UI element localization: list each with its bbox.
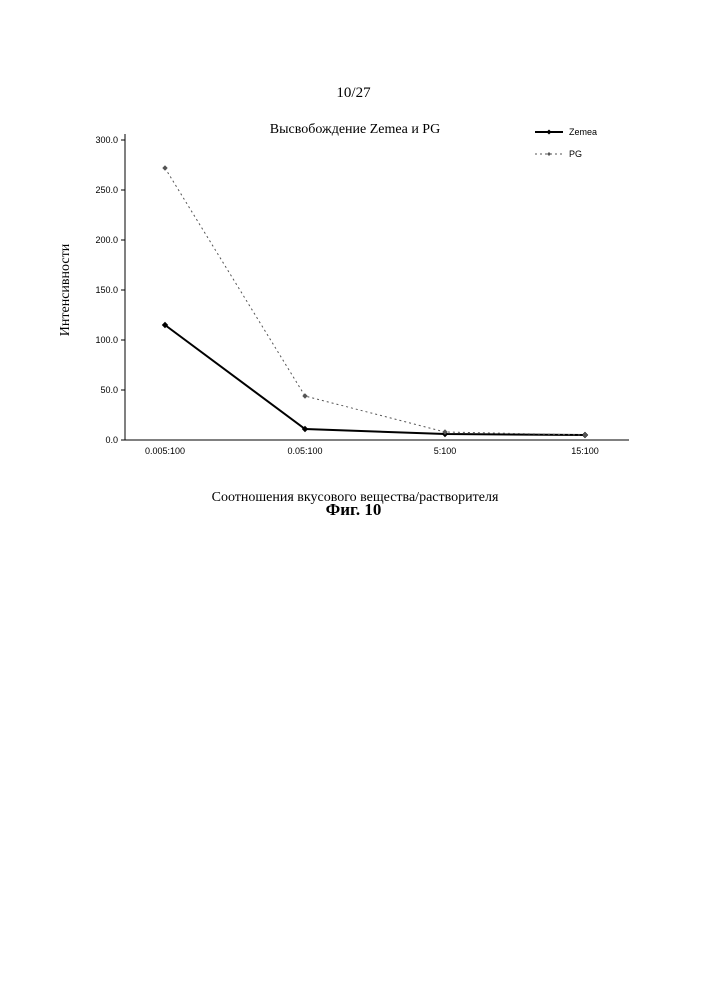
svg-text:150.0: 150.0: [95, 285, 118, 295]
svg-text:200.0: 200.0: [95, 235, 118, 245]
y-axis-label: Интенсивности: [58, 244, 74, 336]
page-number: 10/27: [0, 85, 707, 102]
svg-text:100.0: 100.0: [95, 335, 118, 345]
svg-text:5:100: 5:100: [434, 446, 457, 456]
svg-text:0.05:100: 0.05:100: [287, 446, 322, 456]
svg-text:0.0: 0.0: [105, 435, 118, 445]
svg-text:250.0: 250.0: [95, 185, 118, 195]
svg-text:PG: PG: [569, 149, 582, 159]
svg-text:0.005:100: 0.005:100: [145, 446, 185, 456]
chart-svg: 0.050.0100.0150.0200.0250.0300.00.005:10…: [70, 110, 640, 470]
release-chart: Высвобождение Zemea и PG Интенсивности С…: [70, 110, 640, 470]
svg-text:50.0: 50.0: [100, 385, 118, 395]
svg-text:15:100: 15:100: [571, 446, 599, 456]
figure-caption: Фиг. 10: [0, 500, 707, 520]
chart-title: Высвобождение Zemea и PG: [70, 122, 640, 138]
